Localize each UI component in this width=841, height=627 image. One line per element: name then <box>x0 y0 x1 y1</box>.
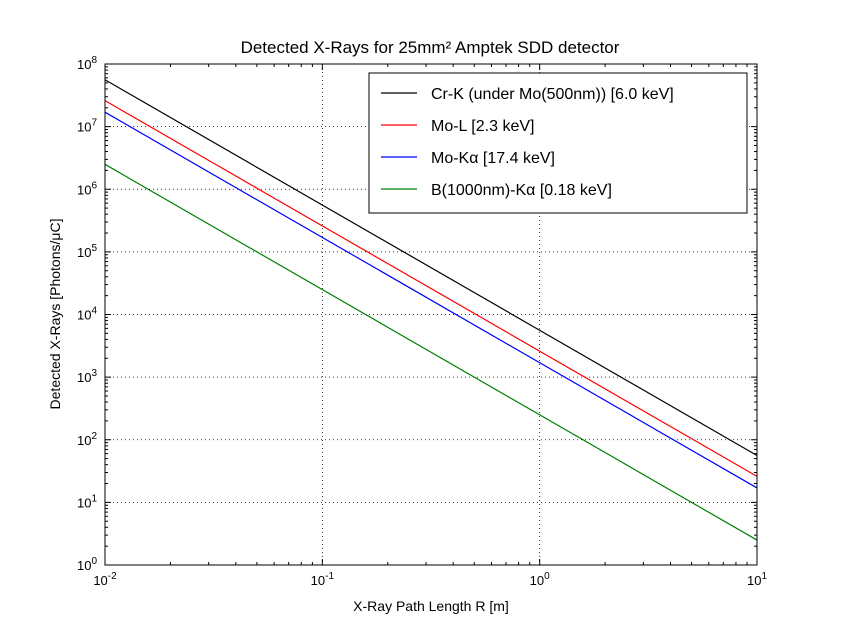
legend: Cr-K (under Mo(500nm)) [6.0 keV] Mo-L [2.… <box>368 72 748 214</box>
y-tick-label: 101 <box>77 493 97 510</box>
series-line-2 <box>104 100 758 477</box>
y-tick-label: 108 <box>77 55 97 72</box>
series-line-3 <box>104 111 758 489</box>
x-tick-label: 100 <box>530 571 550 588</box>
legend-entry: Mo-L [2.3 keV] <box>431 118 534 135</box>
legend-entry: Cr-K (under Mo(500nm)) [6.0 keV] <box>431 86 674 103</box>
series-line-4 <box>104 163 758 541</box>
y-tick-label: 104 <box>77 306 97 323</box>
legend-box <box>368 72 748 214</box>
series-lines <box>104 79 758 541</box>
y-tick-label: 103 <box>77 368 97 385</box>
x-tick-label: 10-1 <box>311 571 335 588</box>
legend-entry: Mo-Kα [17.4 keV] <box>431 150 555 167</box>
y-tick-label: 100 <box>77 556 97 573</box>
x-axis-label: X-Ray Path Length R [m] <box>353 598 509 614</box>
y-tick-label: 102 <box>77 431 97 448</box>
y-axis-label: Detected X-Rays [Photons/μC] <box>47 219 63 410</box>
y-tick-label: 107 <box>77 118 97 135</box>
grid-lines <box>105 64 757 565</box>
ticks: 10-2 10-1 100 101 100 101 102 103 104 105 106 107 10… <box>77 55 767 588</box>
x-tick-label: 10-2 <box>93 571 117 588</box>
y-tick-label: 105 <box>77 243 97 260</box>
y-tick-label: 106 <box>77 180 97 197</box>
series-line-1 <box>104 79 758 457</box>
x-tick-label: 101 <box>747 571 767 588</box>
chart-title: Detected X-Rays for 25mm² Amptek SDD det… <box>241 38 620 57</box>
legend-entry: B(1000nm)-Kα [0.18 keV] <box>431 182 612 199</box>
